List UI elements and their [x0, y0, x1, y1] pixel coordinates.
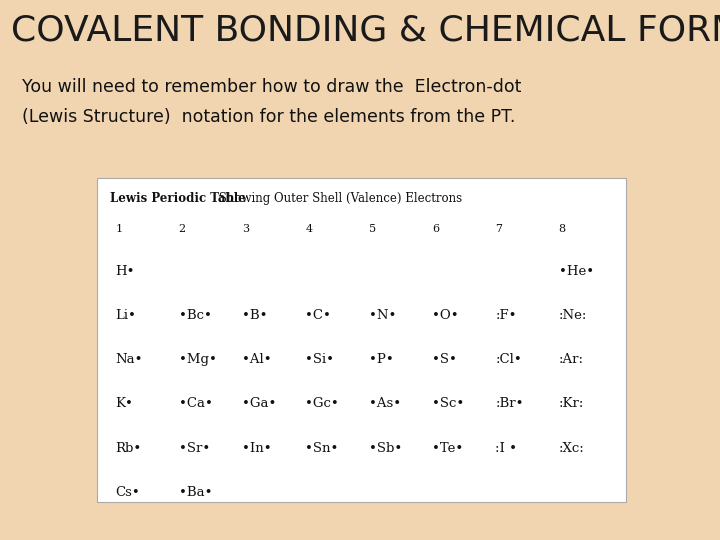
Text: •O•: •O•: [432, 309, 459, 322]
Text: Rb•: Rb•: [115, 442, 141, 455]
Text: :Xc:: :Xc:: [559, 442, 585, 455]
Text: 3: 3: [242, 224, 249, 234]
FancyBboxPatch shape: [97, 178, 626, 502]
Text: •Al•: •Al•: [242, 353, 271, 366]
Text: COVALENT BONDING & CHEMICAL FORMULA: COVALENT BONDING & CHEMICAL FORMULA: [11, 14, 720, 48]
Text: •Sb•: •Sb•: [369, 442, 402, 455]
Text: 6: 6: [432, 224, 439, 234]
Text: •B•: •B•: [242, 309, 267, 322]
Text: 1: 1: [115, 224, 122, 234]
Text: •Sc•: •Sc•: [432, 397, 464, 410]
Text: •Ca•: •Ca•: [179, 397, 212, 410]
Text: (Lewis Structure)  notation for the elements from the PT.: (Lewis Structure) notation for the eleme…: [22, 108, 515, 126]
Text: 8: 8: [559, 224, 566, 234]
Text: •As•: •As•: [369, 397, 401, 410]
Text: Cs•: Cs•: [115, 486, 140, 499]
Text: •Mg•: •Mg•: [179, 353, 217, 366]
Text: •Te•: •Te•: [432, 442, 463, 455]
Text: Na•: Na•: [115, 353, 143, 366]
Text: H•: H•: [115, 265, 135, 278]
Text: Lewis Periodic Table: Lewis Periodic Table: [110, 192, 246, 205]
Text: •Sn•: •Sn•: [305, 442, 338, 455]
Text: :Ar:: :Ar:: [559, 353, 584, 366]
Text: •S•: •S•: [432, 353, 457, 366]
Text: •Bc•: •Bc•: [179, 309, 212, 322]
Text: •P•: •P•: [369, 353, 393, 366]
Text: You will need to remember how to draw the  Electron-dot: You will need to remember how to draw th…: [22, 78, 521, 96]
Text: K•: K•: [115, 397, 133, 410]
Text: Showing Outer Shell (Valence) Electrons: Showing Outer Shell (Valence) Electrons: [215, 192, 462, 205]
Text: :Br•: :Br•: [495, 397, 524, 410]
Text: 4: 4: [305, 224, 312, 234]
Text: Li•: Li•: [115, 309, 136, 322]
Text: 2: 2: [179, 224, 186, 234]
Text: :Ne:: :Ne:: [559, 309, 587, 322]
Text: 7: 7: [495, 224, 503, 234]
Text: •Ba•: •Ba•: [179, 486, 212, 499]
Text: •Ga•: •Ga•: [242, 397, 276, 410]
Text: :F•: :F•: [495, 309, 517, 322]
Text: •Sr•: •Sr•: [179, 442, 210, 455]
Text: •C•: •C•: [305, 309, 331, 322]
Text: 5: 5: [369, 224, 376, 234]
Text: •He•: •He•: [559, 265, 594, 278]
Text: •In•: •In•: [242, 442, 271, 455]
Text: •N•: •N•: [369, 309, 396, 322]
Text: :I •: :I •: [495, 442, 518, 455]
Text: :Cl•: :Cl•: [495, 353, 522, 366]
Text: •Si•: •Si•: [305, 353, 334, 366]
Text: :Kr:: :Kr:: [559, 397, 584, 410]
Text: •Gc•: •Gc•: [305, 397, 339, 410]
